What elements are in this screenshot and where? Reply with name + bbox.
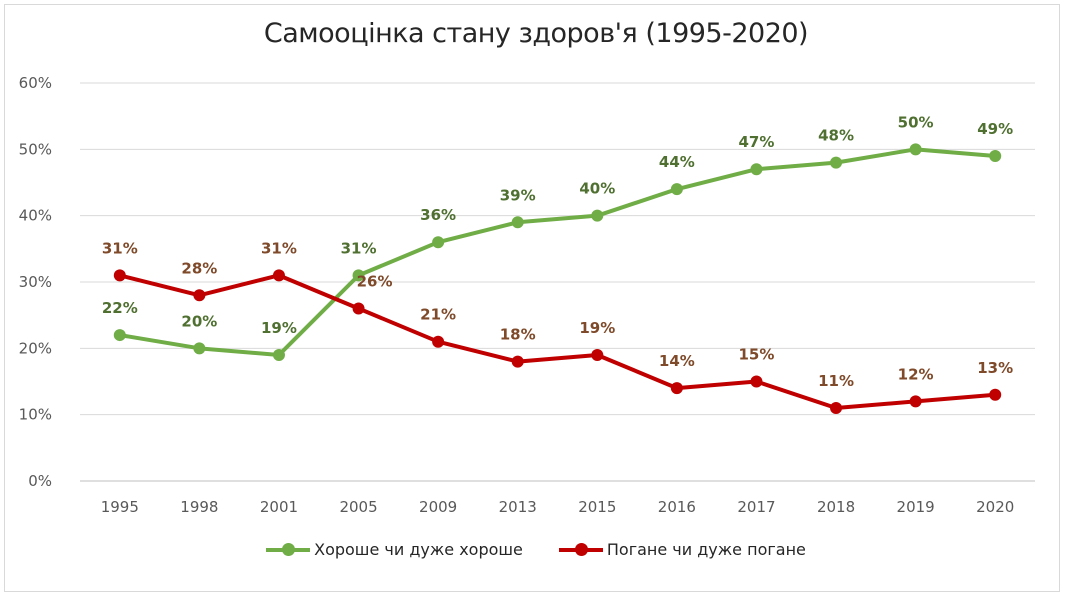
x-tick-label: 2017 — [737, 498, 775, 516]
data-label: 20% — [181, 312, 217, 330]
data-point — [511, 355, 524, 368]
x-tick-label: 2016 — [658, 498, 696, 516]
data-label: 19% — [261, 319, 297, 337]
x-tick-label: 2019 — [897, 498, 935, 516]
data-label: 13% — [977, 359, 1013, 377]
data-point — [113, 269, 126, 282]
chart-frame — [4, 4, 1060, 592]
y-tick-label: 50% — [19, 140, 52, 158]
x-tick-label: 2013 — [499, 498, 537, 516]
series-line — [119, 273, 996, 411]
data-label: 22% — [102, 299, 138, 317]
data-label: 49% — [977, 120, 1013, 138]
x-tick-label: 2015 — [578, 498, 616, 516]
legend: Хороше чи дуже хороше Погане чи дуже пога… — [0, 540, 1072, 559]
data-point — [909, 395, 922, 408]
data-label: 28% — [181, 259, 217, 277]
y-tick-label: 10% — [19, 406, 52, 424]
data-label: 19% — [579, 319, 615, 337]
legend-swatch — [558, 542, 603, 556]
data-label: 26% — [357, 273, 393, 291]
data-point — [591, 209, 604, 222]
series-line — [119, 147, 996, 357]
y-tick-label: 20% — [19, 339, 52, 357]
data-label: 48% — [818, 127, 854, 145]
y-tick-label: 30% — [19, 273, 52, 291]
data-label: 44% — [659, 153, 695, 171]
series-0: 22% 20% 19% 31% 36% 39% 40% 44% 47% 48% 50% 49% — [102, 113, 1013, 361]
data-point — [750, 163, 763, 176]
data-point — [272, 348, 285, 361]
x-tick-label: 1995 — [101, 498, 139, 516]
data-label: 14% — [659, 352, 695, 370]
data-label: 31% — [102, 239, 138, 257]
legend-label: Хороше чи дуже хороше — [314, 540, 523, 559]
y-tick-label: 0% — [28, 472, 52, 490]
data-point — [670, 382, 683, 395]
data-point — [432, 236, 445, 249]
data-point — [989, 149, 1002, 162]
data-point — [670, 183, 683, 196]
data-label: 50% — [898, 113, 934, 131]
data-point — [432, 335, 445, 348]
x-tick-label: 1998 — [180, 498, 218, 516]
data-point — [511, 216, 524, 229]
data-label: 31% — [341, 239, 377, 257]
data-label: 36% — [420, 206, 456, 224]
y-tick-label: 60% — [19, 74, 52, 92]
data-label: 47% — [739, 133, 775, 151]
data-point — [352, 269, 365, 282]
data-point — [352, 302, 365, 315]
data-point — [272, 269, 285, 282]
legend-item: Погане чи дуже погане — [558, 540, 806, 559]
data-label: 39% — [500, 186, 536, 204]
data-label: 15% — [739, 346, 775, 364]
y-tick-label: 40% — [19, 207, 52, 225]
data-point — [909, 143, 922, 156]
data-label: 11% — [818, 372, 854, 390]
x-tick-label: 2001 — [260, 498, 298, 516]
data-point — [750, 375, 763, 388]
data-label: 40% — [579, 180, 615, 198]
data-point — [193, 289, 206, 302]
x-tick-label: 2020 — [976, 498, 1014, 516]
data-point — [830, 156, 843, 169]
x-tick-label: 2009 — [419, 498, 457, 516]
data-label: 21% — [420, 306, 456, 324]
legend-label: Погане чи дуже погане — [606, 540, 806, 559]
data-point — [591, 348, 604, 361]
data-point — [113, 329, 126, 342]
chart-title: Самооцінка стану здоров'я (1995-2020) — [263, 18, 809, 49]
data-label: 12% — [898, 365, 934, 383]
data-label: 18% — [500, 326, 536, 344]
legend-swatch — [266, 542, 311, 556]
data-point — [989, 388, 1002, 401]
series-1: 31% 28% 31% 26% 21% 18% 19% 14% 15% 11% 12% 13% — [102, 239, 1013, 415]
x-tick-label: 2005 — [339, 498, 377, 516]
legend-item: Хороше чи дуже хороше — [266, 540, 523, 559]
data-point — [193, 342, 206, 355]
data-label: 31% — [261, 239, 297, 257]
x-tick-label: 2018 — [817, 498, 855, 516]
data-point — [830, 402, 843, 415]
